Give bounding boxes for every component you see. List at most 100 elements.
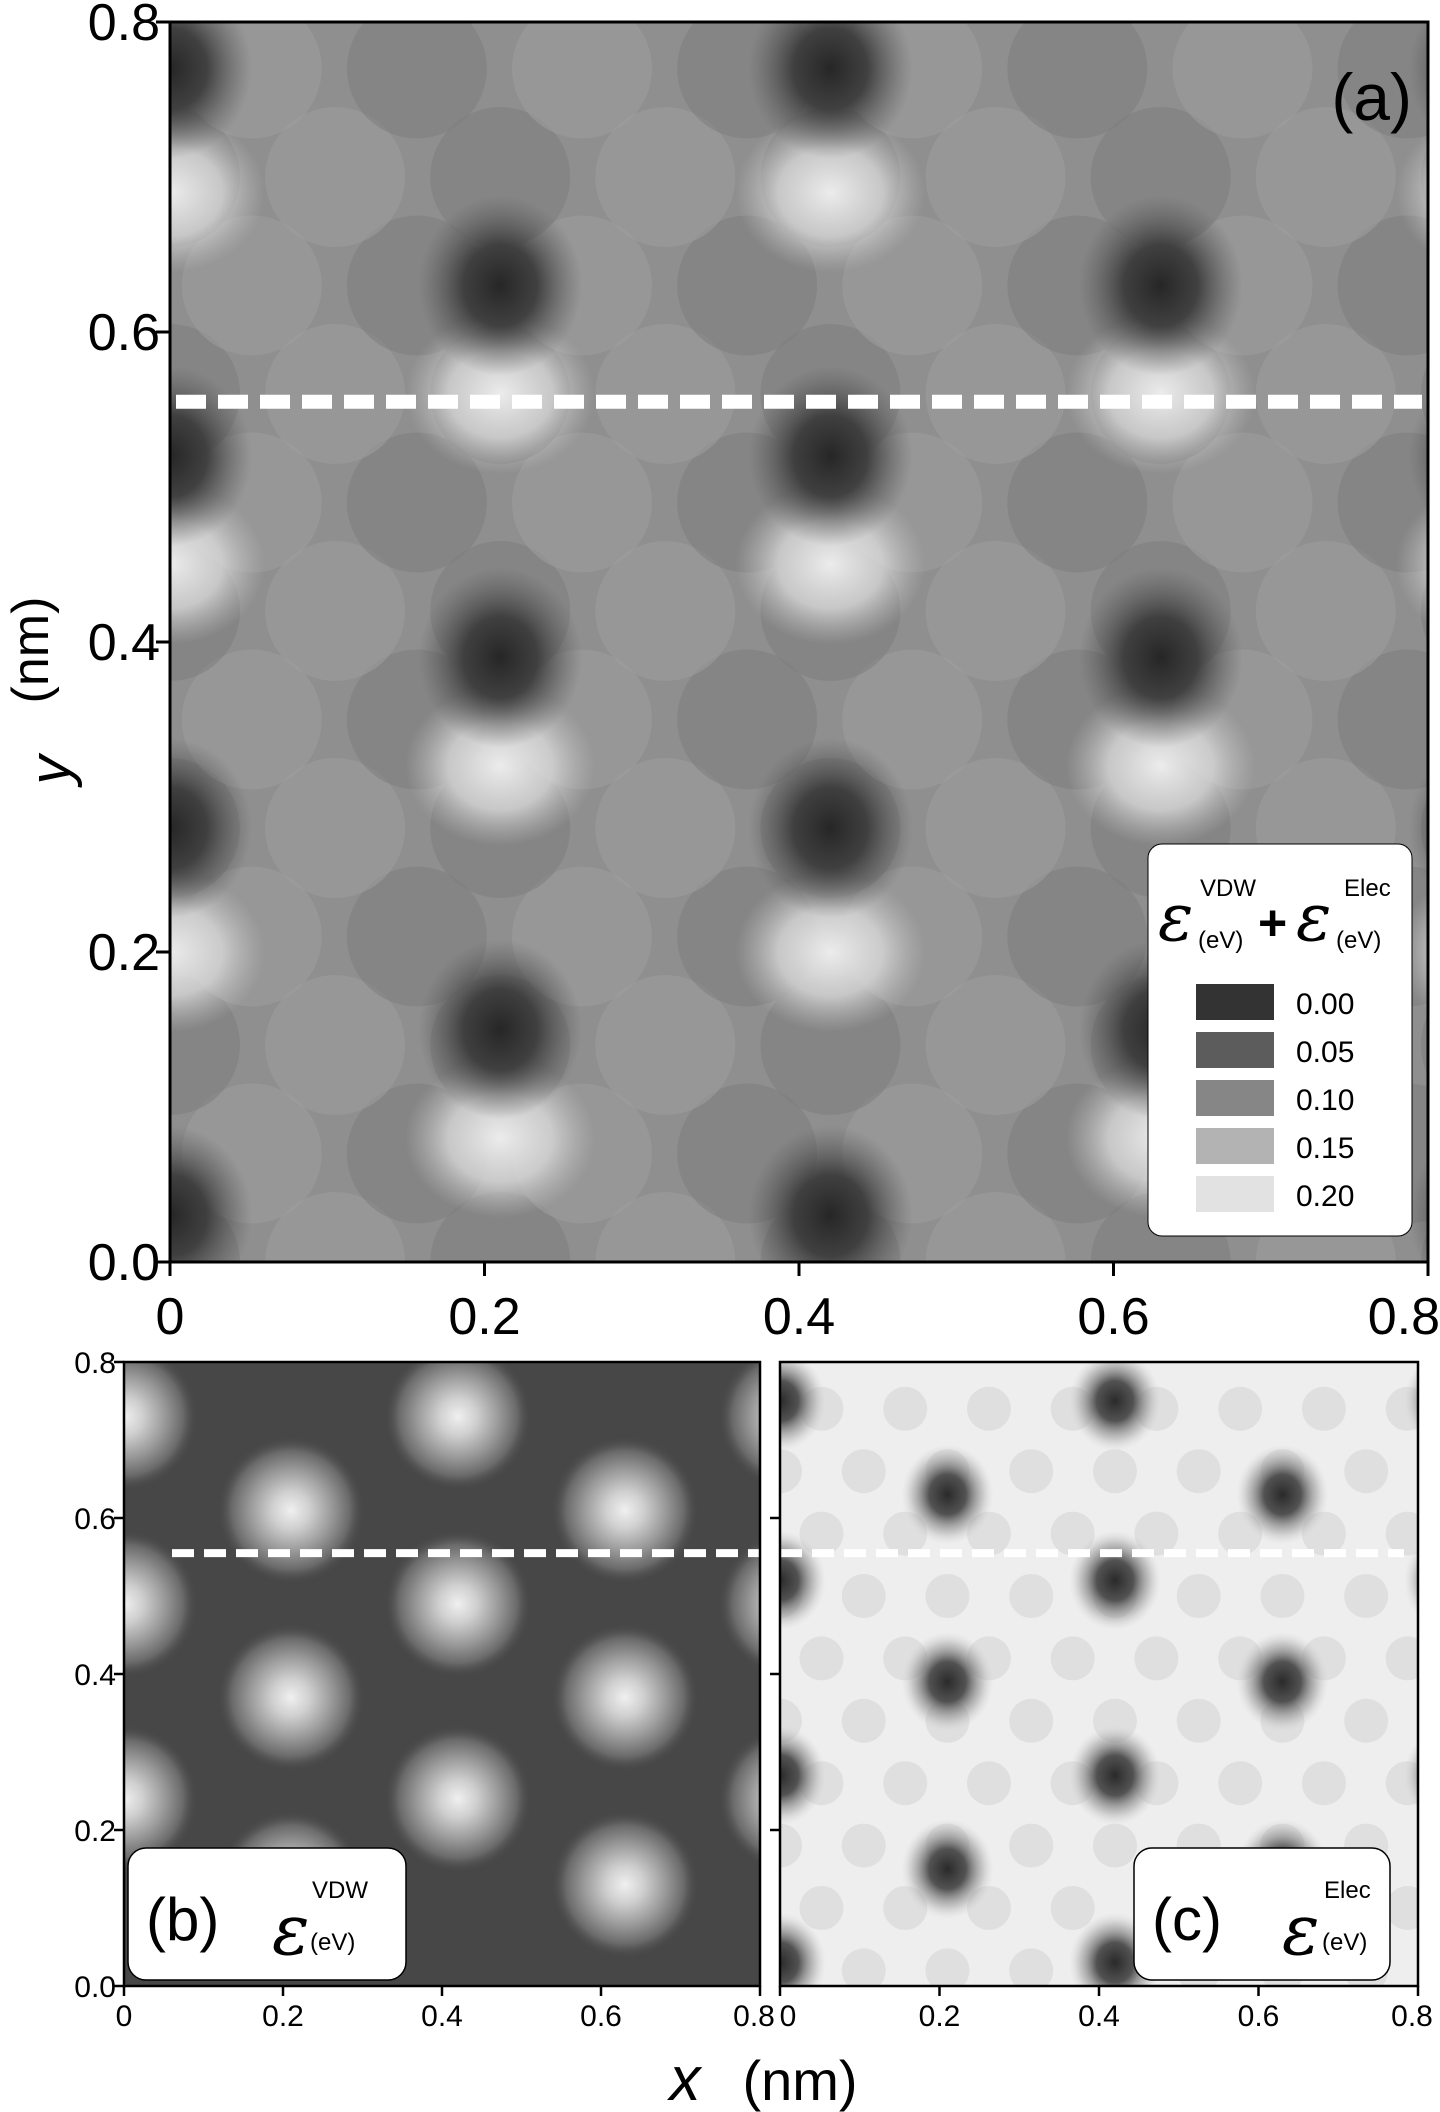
panel-c-texture [841, 1948, 886, 1986]
panel-a-xtick-label: 0.4 [763, 1288, 835, 1346]
panel-a-ytick-label: 0.8 [88, 0, 160, 52]
legend-sup-1: VDW [1200, 875, 1256, 902]
panel-a-texture [1255, 324, 1396, 464]
panel-a-energy-minimum [1078, 195, 1243, 376]
legend-label: 0.20 [1296, 1180, 1354, 1213]
panel-a-xtick-label: 0.2 [448, 1288, 520, 1346]
panel-a-legend: ε VDW (eV) + ε Elec (eV) 0.00 0.05 0.10 0.1… [1147, 843, 1413, 1237]
panel-c-elec-minimum [901, 1444, 994, 1545]
panel-c-texture [966, 1761, 1011, 1806]
legend-swatch [1196, 1176, 1274, 1212]
panel-a-energy-maximum [1395, 504, 1428, 625]
panel-a-texture [677, 649, 818, 790]
panel-c-texture [841, 1823, 886, 1868]
panel-a-texture [1420, 1014, 1428, 1076]
panel-a-texture [595, 758, 736, 898]
panel-a-energy-minimum [418, 939, 583, 1120]
panel-a-energy-minimum [748, 738, 913, 918]
panel-a-texture [595, 1192, 736, 1262]
panel-a-texture [595, 324, 736, 464]
panel-b-vdw-maximum [124, 1529, 198, 1678]
panel-a-energy-minimum [170, 22, 252, 159]
panel-c-texture [1050, 1886, 1095, 1930]
legend-label: 0.15 [1296, 1132, 1354, 1165]
panel-a-xtick-label: 0.8 [1368, 1288, 1440, 1346]
panel-b-vdw-maximum [383, 1362, 532, 1491]
panel-a-texture [925, 1192, 1066, 1262]
panel-a-texture [1007, 432, 1148, 573]
panel-a-ytick-label: 0.4 [88, 614, 160, 672]
panel-c-texture [1260, 1574, 1305, 1618]
panel-c-texture [1009, 1698, 1054, 1743]
panel-c-texture [966, 1386, 1011, 1431]
panel-c-texture [1218, 1761, 1263, 1806]
panel-c-texture [1009, 1948, 1054, 1986]
panel-c-texture [1009, 1449, 1054, 1494]
panel-a-texture [925, 107, 1066, 247]
panel-c-ticks: 0 0.2 0.4 0.6 0.8 [770, 1516, 1433, 2033]
panel-a-texture [925, 758, 1066, 898]
panel-a-texture [265, 975, 406, 1115]
panel-a-label: (a) [1331, 60, 1412, 134]
panel-a-texture [1337, 215, 1428, 356]
panel-a-energy-minimum [1408, 770, 1428, 886]
panel-a-texture [346, 22, 487, 139]
panel-b-xtick-label: 0 [116, 2000, 133, 2033]
panel-c-texture [799, 1636, 844, 1681]
panel-b-vdw-maximum [216, 1436, 365, 1585]
panel-c-elec-minimum [780, 1725, 826, 1826]
panel-a-energy-minimum [1078, 567, 1243, 748]
panel-a-texture [265, 541, 406, 681]
panel-a-energy-maximum [1395, 132, 1428, 253]
panel-b-label: (b) [146, 1886, 219, 1953]
panel-c-xtick-label: 0.4 [1078, 2000, 1120, 2033]
panel-c-texture [1092, 1449, 1137, 1494]
panel-c-texture [1385, 1636, 1418, 1681]
panel-c-label-box [1133, 1847, 1391, 1981]
panel-a-texture [1007, 22, 1148, 139]
panel-a-energy-minimum [170, 366, 252, 546]
panel-a-energy-maximum [735, 872, 926, 1032]
panel-a-texture [265, 324, 406, 464]
shared-xlabel-unit: (nm) [742, 2049, 857, 2112]
panel-c-texture [1134, 1636, 1179, 1681]
panel-b-xtick-label: 0.6 [580, 2000, 622, 2033]
panel-a-energy-minimum [748, 22, 913, 159]
legend-swatch [1196, 1080, 1274, 1116]
legend-label: 0.00 [1296, 988, 1354, 1021]
panel-a-ytick-label: 0.6 [88, 304, 160, 362]
panel-c-elec-minimum [1236, 1631, 1329, 1732]
panel-b-vdw-maximum [717, 1362, 760, 1484]
panel-b-ytick-label: 0.6 [74, 1503, 116, 1536]
panel-c-texture [1301, 1761, 1346, 1806]
panel-a-energy-minimum [418, 567, 583, 748]
panel-c-texture [1385, 1886, 1418, 1930]
panel-a-energy-minimum [748, 1125, 913, 1262]
panel-a-ylabel-unit: (nm) [2, 597, 60, 704]
legend-sub-1: (eV) [1198, 927, 1243, 954]
panel-c-elec-minimum [901, 1631, 994, 1732]
panel-a-texture [925, 541, 1066, 681]
panel-b-vdw-maximum [383, 1529, 532, 1678]
panel-b-vdw-maximum [550, 1810, 699, 1959]
panel-a-energy-maximum [735, 112, 926, 273]
panel-a-texture [346, 432, 487, 573]
panel-b-vdw-maximum [717, 1537, 760, 1671]
panel-a-ticks: 0 0.2 0.4 0.6 0.8 0.0 0.2 0.4 0.6 0.8 [88, 0, 1440, 1346]
panel-c-texture [1344, 1698, 1389, 1743]
panel-a: 0 0.2 0.4 0.6 0.80.00.20.40.60.8 y (nm) (a) … [2, 0, 1440, 1346]
panel-a-texture [265, 758, 406, 898]
panel-a-ylabel-var: y [18, 753, 83, 789]
panel-a-texture [1337, 649, 1428, 790]
panel-c-texture [1301, 1386, 1346, 1431]
panel-b-xtick-label: 0.8 [733, 2000, 775, 2033]
legend-label: 0.05 [1296, 1036, 1354, 1069]
panel-a-texture [595, 107, 736, 247]
panel-c-label: (c) [1152, 1886, 1222, 1953]
panel-c-texture [925, 1574, 970, 1618]
panel-a-texture [1337, 22, 1428, 139]
panel-a-texture [1172, 22, 1313, 139]
panel-a-energy-minimum [1408, 1157, 1428, 1262]
panel-b-xtick-label: 0.2 [262, 2000, 304, 2033]
panel-b-ytick-label: 0.8 [74, 1347, 116, 1380]
